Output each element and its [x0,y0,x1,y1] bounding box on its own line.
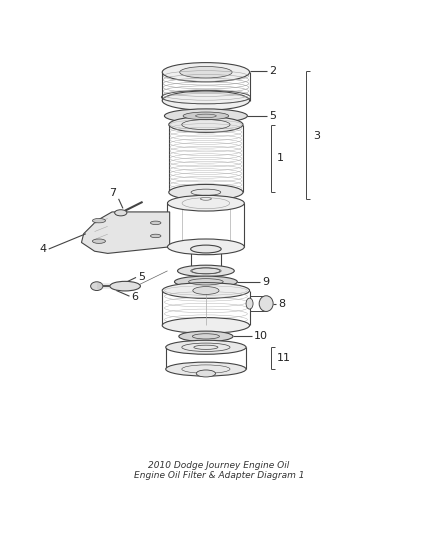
Text: 7: 7 [109,188,117,198]
Text: 9: 9 [263,277,270,287]
Ellipse shape [179,331,233,342]
Ellipse shape [166,362,246,376]
Ellipse shape [191,267,221,275]
Ellipse shape [169,184,243,200]
Text: 6: 6 [132,292,139,302]
Ellipse shape [162,282,250,298]
Text: 2010 Dodge Journey Engine Oil
Engine Oil Filter & Adapter Diagram 1: 2010 Dodge Journey Engine Oil Engine Oil… [134,461,304,480]
Text: 2: 2 [269,66,276,76]
Text: 10: 10 [254,332,268,341]
Ellipse shape [162,62,250,82]
Ellipse shape [91,282,103,290]
Text: 3: 3 [313,131,320,141]
Ellipse shape [191,245,221,253]
Ellipse shape [162,318,250,333]
Ellipse shape [150,221,161,224]
Text: 11: 11 [277,353,291,363]
Polygon shape [81,212,170,253]
Text: 5: 5 [269,111,276,121]
Ellipse shape [162,91,250,110]
Text: 1: 1 [277,154,284,164]
Ellipse shape [180,67,232,78]
Ellipse shape [167,195,244,211]
Ellipse shape [92,239,106,244]
Ellipse shape [196,370,215,377]
Ellipse shape [169,117,243,133]
Ellipse shape [164,109,247,123]
Ellipse shape [115,210,127,216]
Ellipse shape [246,298,253,309]
Ellipse shape [193,287,219,294]
Ellipse shape [110,281,141,291]
Text: 4: 4 [39,244,46,254]
Text: 8: 8 [278,298,285,309]
Ellipse shape [174,276,237,287]
Ellipse shape [259,296,273,311]
Ellipse shape [177,265,234,277]
Text: 5: 5 [138,271,145,281]
Ellipse shape [166,340,246,354]
Ellipse shape [183,112,229,120]
Ellipse shape [92,219,106,223]
Ellipse shape [167,239,244,255]
Ellipse shape [150,234,161,238]
Ellipse shape [194,196,218,202]
